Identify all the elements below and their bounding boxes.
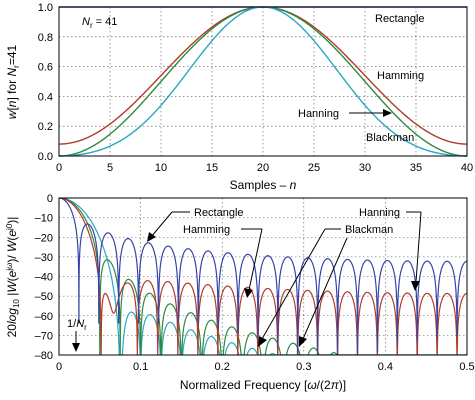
- bottom-y-axis-label: 20log10 |W(ejω)/ W(ej0)|: [5, 217, 21, 338]
- top-x-tick-label: 15: [206, 162, 218, 174]
- bottom-x-tick-label: 0.1: [133, 361, 148, 373]
- bottom-series-rectangle: [59, 198, 467, 355]
- top-hanning-arrow: [349, 109, 392, 117]
- bottom-y-tick-label: –20: [35, 232, 53, 244]
- bottom-rectangle-arrow: [147, 211, 190, 242]
- bottom-y-tick-label: –40: [35, 272, 53, 284]
- top-y-tick-label: 0.4: [38, 91, 53, 103]
- top-plot-frame: [58, 6, 468, 157]
- bottom-curves: [59, 198, 467, 355]
- top-y-ticks: 0.0 0.2 0.4 0.6 0.8 1.0: [38, 2, 53, 163]
- frequency-domain-plot: 0 0.1 0.2 0.3 0.4 0.5 0 –10 –20 –30 –40 –50 –60 –70 –…: [5, 193, 475, 392]
- bottom-x-tick-label: 0.2: [215, 361, 230, 373]
- bottom-label-blackman: Blackman: [345, 224, 393, 236]
- bottom-hanning-arrow: [406, 211, 422, 291]
- top-y-tick-label: 0.6: [38, 62, 53, 74]
- bottom-y-tick-label: –60: [35, 311, 53, 323]
- bottom-plot-frame: [58, 197, 468, 356]
- bottom-y-tick-label: 0: [47, 193, 53, 205]
- top-x-tick-label: 20: [257, 162, 269, 174]
- top-grid: [59, 7, 467, 156]
- bottom-y-tick-label: –70: [35, 330, 53, 342]
- bottom-y-tick-label: –30: [35, 252, 53, 264]
- top-y-axis-label: w[n] for Nr=41: [5, 44, 21, 119]
- top-y-tick-label: 0.8: [38, 32, 53, 44]
- top-x-tick-label: 25: [308, 162, 320, 174]
- top-x-tick-label: 40: [461, 162, 473, 174]
- top-y-tick-label: 0.0: [38, 151, 53, 163]
- top-annotation-n: Nr = 41: [82, 16, 117, 30]
- bottom-y-tick-label: –50: [35, 291, 53, 303]
- bottom-y-tick-label: –80: [35, 350, 53, 362]
- bottom-annotation-1-over-n: 1/Nr: [67, 318, 87, 332]
- bottom-y-tick-label: –10: [35, 213, 53, 225]
- top-x-tick-label: 5: [107, 162, 113, 174]
- top-x-tick-label: 0: [56, 162, 62, 174]
- top-x-ticks: 0 5 10 15 20 25 30 35 40: [56, 162, 473, 174]
- time-domain-plot: 0 5 10 15 20 25 30 35 40 0.0 0.2 0.4 0.6 0.8 1.0 Nr =…: [5, 2, 473, 192]
- top-label-blackman: Blackman: [366, 132, 414, 144]
- bottom-x-axis-label: Normalized Frequency [ω/(2π)]: [180, 378, 346, 392]
- bottom-x-ticks: 0 0.1 0.2 0.3 0.4 0.5: [56, 361, 475, 373]
- bottom-series-blackman: [59, 198, 467, 355]
- bottom-label-hanning: Hanning: [359, 207, 400, 219]
- top-label-rectangle: Rectangle: [375, 13, 425, 25]
- bottom-series-hanning: [59, 198, 467, 355]
- bottom-blackman-arrow: [258, 228, 348, 347]
- top-x-tick-label: 35: [410, 162, 422, 174]
- bottom-hamming-arrow: [241, 228, 263, 298]
- top-y-tick-label: 0.2: [38, 121, 53, 133]
- bottom-x-tick-label: 0: [56, 361, 62, 373]
- top-label-hanning: Hanning: [298, 108, 339, 120]
- top-y-tick-label: 1.0: [38, 2, 53, 14]
- top-x-tick-label: 10: [155, 162, 167, 174]
- bottom-label-rectangle: Rectangle: [194, 207, 244, 219]
- bottom-x-tick-label: 0.3: [296, 361, 311, 373]
- bottom-y-ticks: 0 –10 –20 –30 –40 –50 –60 –70 –80: [35, 193, 53, 362]
- bottom-x-tick-label: 0.4: [378, 361, 393, 373]
- top-x-axis-label: Samples – n: [230, 178, 297, 192]
- bottom-1-over-n-arrow: [72, 331, 80, 352]
- bottom-series-hamming: [59, 198, 467, 355]
- top-x-tick-label: 30: [359, 162, 371, 174]
- bottom-x-tick-label: 0.5: [459, 361, 474, 373]
- top-label-hamming: Hamming: [377, 70, 424, 82]
- bottom-label-hamming: Hamming: [183, 224, 230, 236]
